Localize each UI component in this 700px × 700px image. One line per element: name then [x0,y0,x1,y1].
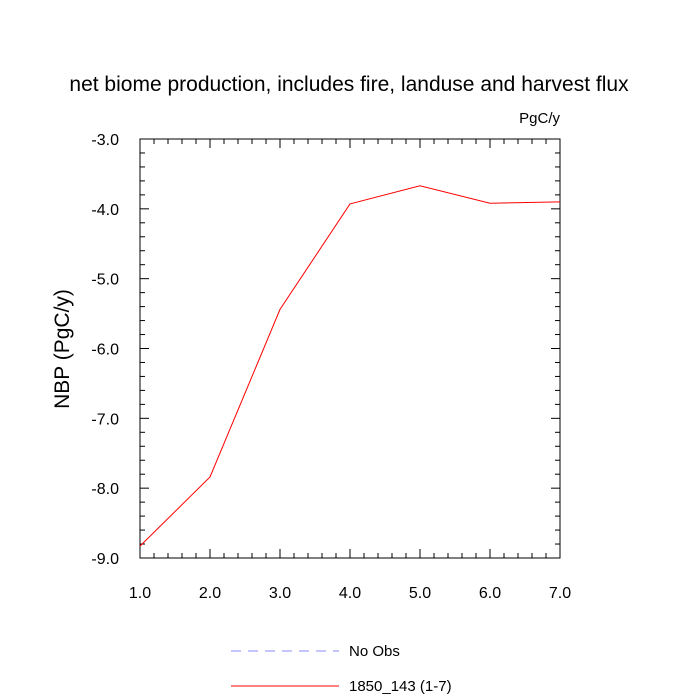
y-tick-label: -8.0 [91,481,119,498]
legend-label-0: No Obs [349,643,400,660]
x-tick-label: 3.0 [269,585,291,602]
x-tick-label: 6.0 [479,585,501,602]
series-line [139,185,561,547]
x-tick-label: 7.0 [549,585,571,602]
series-lines [139,185,561,547]
x-tick-label: 5.0 [409,585,431,602]
axis-ticks [139,138,561,559]
plot-frame [139,138,561,559]
tick-labels: 1.0 2.0 3.0 4.0 5.0 6.0 7.0 -3.0 -4.0 -5.0 -6.0 -7.… [91,132,571,602]
y-tick-label: -4.0 [91,202,119,219]
x-tick-label: 2.0 [199,585,221,602]
x-tick-label: 4.0 [339,585,361,602]
chart-title: net biome production, includes fire, lan… [69,73,629,96]
y-axis-label: NBP (PgC/y) [51,289,74,409]
y-tick-label: -6.0 [91,342,119,359]
legend-label-1: 1850_143 (1-7) [349,678,452,695]
units-label: PgC/y [519,110,560,127]
y-tick-label: -9.0 [91,551,119,568]
y-tick-label: -3.0 [91,132,119,149]
y-tick-label: -5.0 [91,272,119,289]
legend: No Obs 1850_143 (1-7) [231,643,452,695]
x-tick-label: 1.0 [129,585,151,602]
y-tick-label: -7.0 [91,411,119,428]
